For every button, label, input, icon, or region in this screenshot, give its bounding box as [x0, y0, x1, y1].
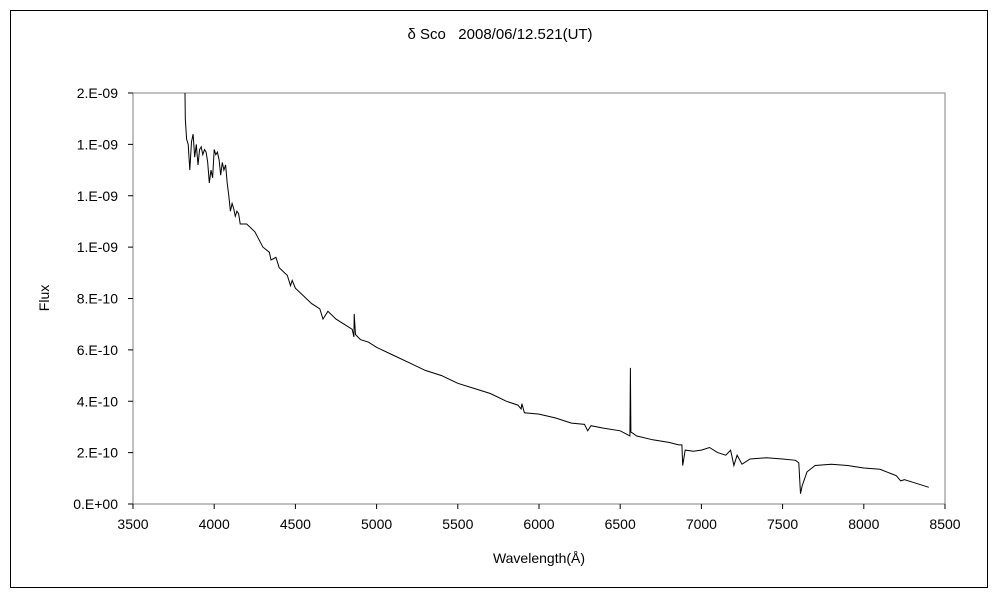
chart-frame — [10, 10, 988, 588]
x-tick-label: 8500 — [929, 516, 960, 532]
plot-area — [132, 92, 946, 505]
x-tick-label: 5500 — [442, 516, 473, 532]
x-axis-title: Wavelength(Å) — [493, 550, 585, 566]
x-tick-label: 6000 — [523, 516, 554, 532]
x-tick-label: 7500 — [767, 516, 798, 532]
x-axis: 3500 4000 4500 5000 5500 6000 6500 7000 7500 8000… — [117, 504, 961, 532]
y-tick-label: 1.E-09 — [77, 136, 118, 152]
y-tick-label: 1.E-09 — [77, 188, 118, 204]
y-axis: 0.E+00 2.E-10 4.E-10 6.E-10 8.E-10 1.E-09 1.E-… — [73, 85, 133, 512]
x-tick-label: 4000 — [199, 516, 230, 532]
y-tick-label: 1.E-09 — [77, 239, 118, 255]
x-tick-label: 3500 — [117, 516, 148, 532]
x-tick-label: 7000 — [686, 516, 717, 532]
x-tick-label: 8000 — [848, 516, 879, 532]
chart-title: δ Sco 2008/06/12.521(UT) — [407, 26, 593, 43]
series-line-spectrum — [184, 92, 929, 494]
x-tick-label: 6500 — [605, 516, 636, 532]
y-tick-label: 0.E+00 — [73, 496, 118, 512]
y-tick-label: 6.E-10 — [77, 342, 118, 358]
y-tick-label: 2.E-09 — [77, 85, 118, 101]
y-tick-label: 2.E-10 — [77, 445, 118, 461]
x-tick-label: 4500 — [280, 516, 311, 532]
y-tick-label: 8.E-10 — [77, 291, 118, 307]
x-tick-label: 5000 — [361, 516, 392, 532]
y-axis-title: Flux — [36, 285, 52, 311]
y-tick-label: 4.E-10 — [77, 393, 118, 409]
